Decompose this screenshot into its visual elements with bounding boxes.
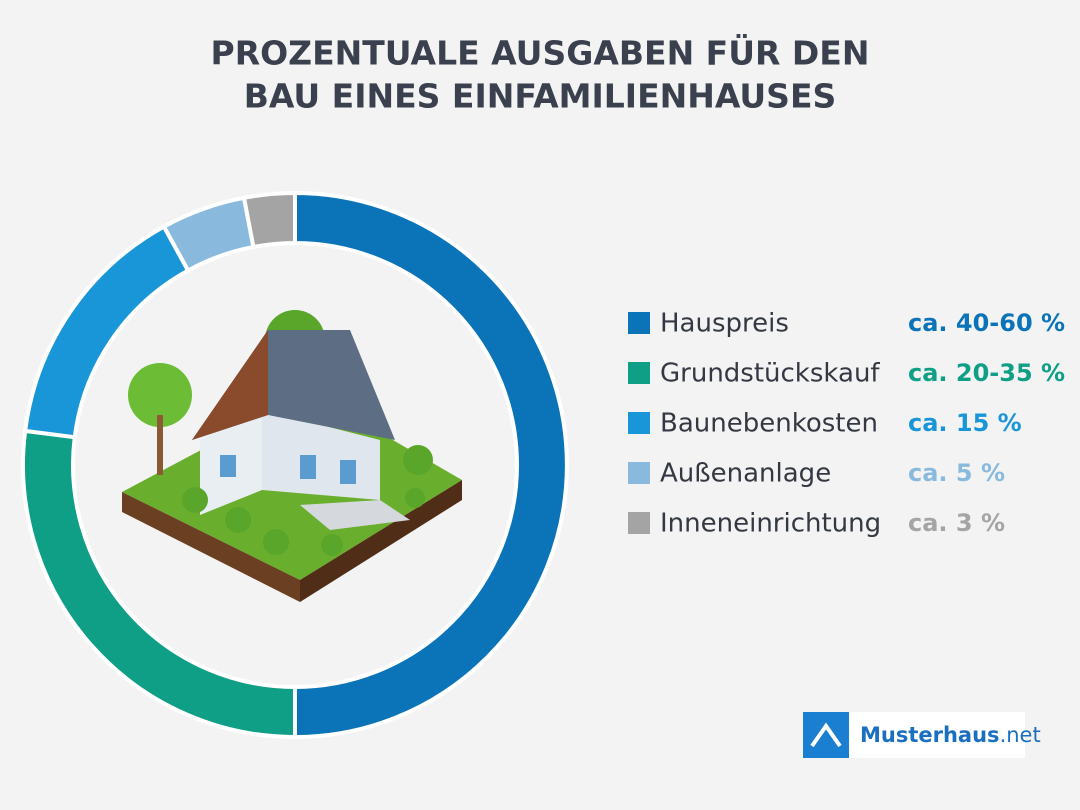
legend-label: Hauspreis — [660, 309, 789, 339]
value-label: ca. 3 % — [908, 509, 1005, 537]
legend-swatch — [628, 362, 650, 384]
value-label: ca. 15 % — [908, 409, 1022, 437]
donut-segment — [241, 190, 297, 250]
logo-text: Musterhaus.net — [860, 723, 1041, 747]
value-label: ca. 5 % — [908, 459, 1005, 487]
logo: Musterhaus.net — [803, 712, 1041, 758]
legend-label: Inneneinrichtung — [660, 509, 881, 539]
legend-swatch — [628, 462, 650, 484]
legend-label: Baunebenkosten — [660, 409, 878, 439]
logo-icon — [803, 712, 849, 758]
value-label: ca. 20-35 % — [908, 359, 1065, 387]
value-label: ca. 40-60 % — [908, 309, 1065, 337]
logo-name: Musterhaus — [860, 723, 1000, 747]
chart-title: BAU EINES EINFAMILIENHAUSES — [244, 77, 837, 116]
legend-swatch — [628, 512, 650, 534]
logo-suffix: .net — [1000, 723, 1041, 747]
legend-label: Grundstückskauf — [660, 359, 880, 389]
logo-roof — [810, 722, 842, 748]
legend-swatch — [628, 312, 650, 334]
house-illustration — [122, 310, 462, 602]
chart-title: PROZENTUALE AUSGABEN FÜR DEN — [211, 33, 870, 73]
legend-swatch — [628, 412, 650, 434]
legend-label: Außenanlage — [660, 459, 831, 489]
donut-segment — [293, 190, 569, 740]
